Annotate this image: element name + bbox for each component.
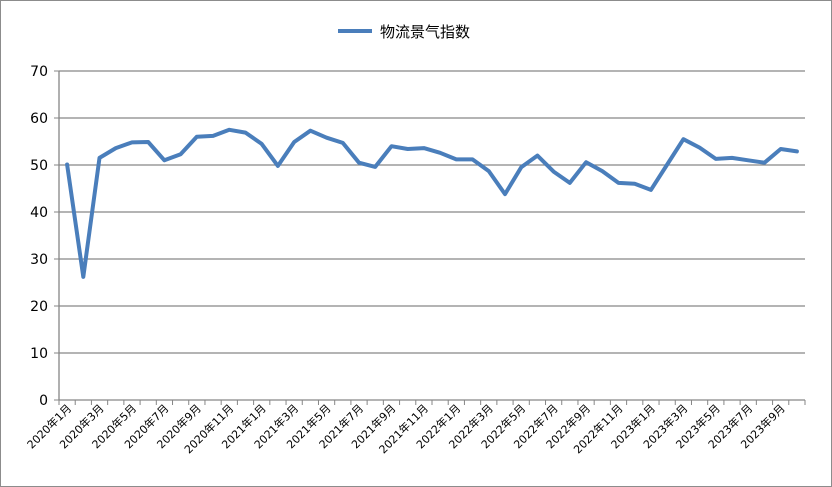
data-point — [714, 157, 718, 161]
data-point — [568, 181, 572, 185]
data-point — [195, 135, 199, 139]
legend-label: 物流景气指数 — [380, 23, 470, 41]
data-point — [584, 160, 588, 164]
data-point — [454, 157, 458, 161]
series-line-0 — [65, 127, 799, 279]
x-axis: 2020年1月2020年3月2020年5月2020年7月2020年9月2020年… — [24, 399, 806, 456]
data-point — [649, 188, 653, 192]
y-tick-label: 20 — [30, 299, 48, 315]
data-point — [762, 161, 766, 165]
data-point — [292, 140, 296, 144]
data-point — [406, 147, 410, 151]
data-point — [211, 134, 215, 138]
data-point — [325, 136, 329, 140]
data-point — [98, 156, 102, 160]
data-point — [179, 152, 183, 156]
data-point — [276, 164, 280, 168]
data-point — [146, 140, 150, 144]
data-point — [114, 146, 118, 150]
data-point — [244, 131, 247, 135]
data-point — [471, 157, 475, 161]
data-point — [519, 165, 523, 169]
data-point — [438, 151, 442, 155]
data-point — [779, 147, 783, 151]
y-tick-label: 10 — [30, 346, 48, 362]
data-point — [162, 158, 166, 162]
data-point — [357, 161, 361, 165]
data-point — [341, 141, 345, 145]
series-layer — [65, 127, 799, 279]
data-point — [665, 163, 669, 167]
data-point — [698, 146, 702, 150]
data-point — [487, 169, 491, 173]
y-tick-label: 60 — [30, 111, 48, 127]
y-tick-label: 40 — [30, 205, 48, 221]
data-point — [730, 156, 734, 160]
data-point — [617, 181, 620, 185]
data-point — [227, 128, 231, 132]
data-point — [633, 182, 637, 186]
data-point — [65, 163, 69, 167]
data-point — [260, 142, 264, 146]
gridlines — [59, 70, 805, 354]
data-point — [681, 137, 685, 141]
data-point — [795, 149, 799, 153]
data-point — [373, 165, 377, 169]
data-point — [308, 129, 312, 133]
data-point — [535, 154, 539, 158]
data-point — [600, 169, 604, 173]
y-axis: 0 10 20 30 40 50 60 70 — [30, 64, 60, 409]
data-point — [81, 275, 85, 279]
data-point — [389, 144, 393, 148]
data-point — [503, 192, 507, 196]
data-point — [130, 140, 134, 144]
y-tick-label: 30 — [30, 252, 48, 268]
data-point — [746, 158, 750, 162]
y-tick-label: 50 — [30, 158, 48, 174]
data-point — [422, 146, 426, 150]
y-tick-label: 70 — [30, 64, 48, 80]
data-point — [552, 170, 556, 174]
legend: 物流景气指数 — [338, 23, 470, 41]
y-tick-label: 0 — [39, 393, 48, 409]
